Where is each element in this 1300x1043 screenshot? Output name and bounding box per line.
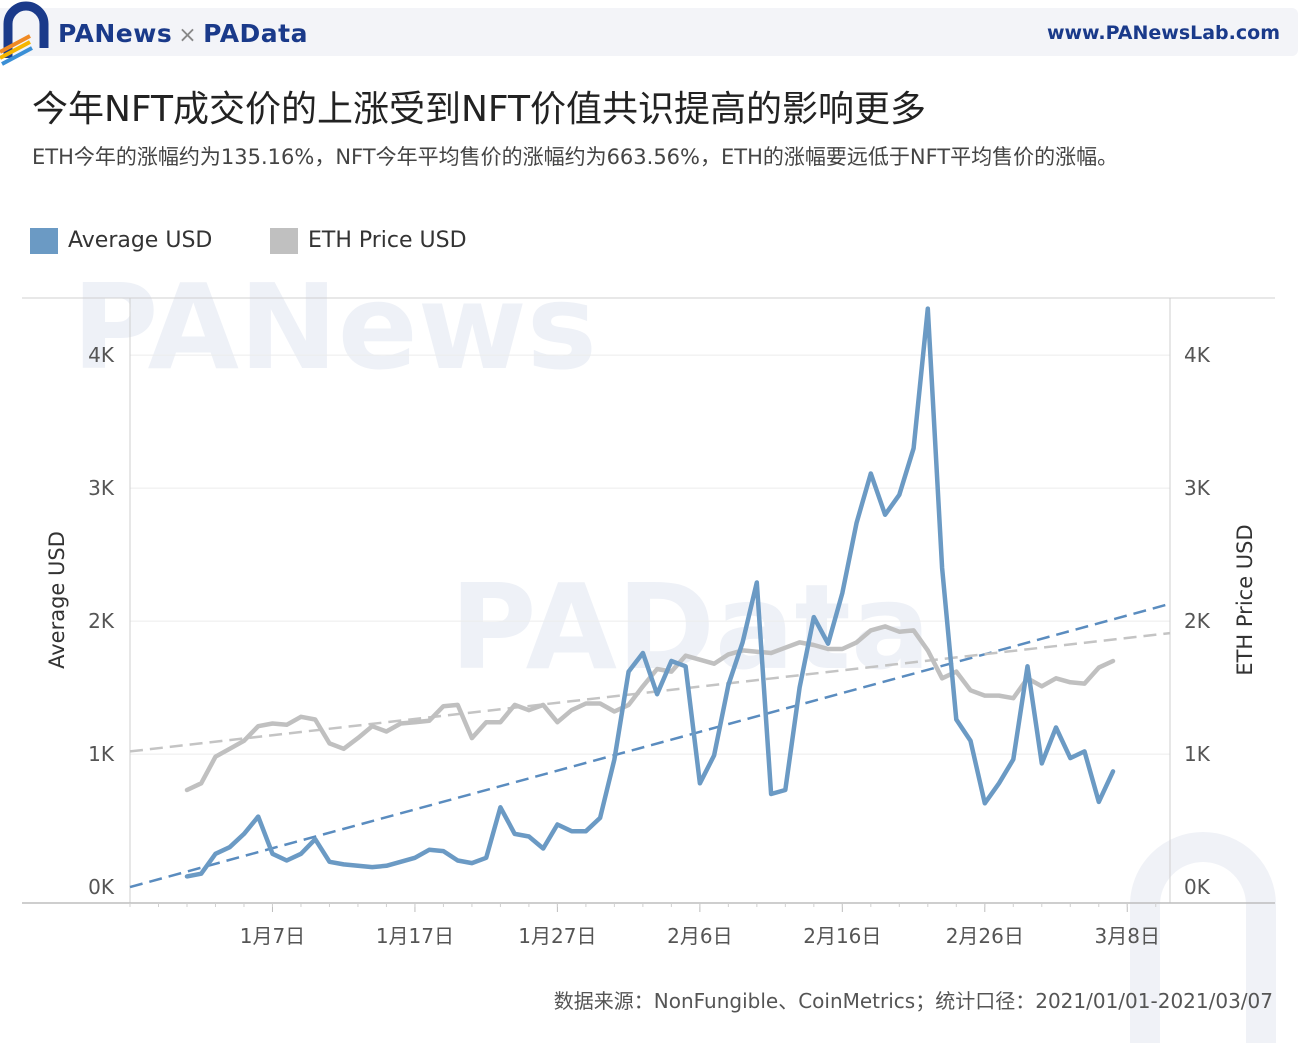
brand-title: PANews × PAData	[58, 19, 308, 48]
y-tick-right-4: 4K	[1184, 343, 1211, 367]
x-tick-label-4: 2月16日	[803, 924, 881, 948]
source-note: 数据来源：NonFungible、CoinMetrics；统计口径：2021/0…	[553, 989, 1273, 1013]
plot-frame	[22, 297, 1275, 904]
y-tick-left-3: 3K	[88, 476, 115, 500]
grid	[130, 354, 1170, 755]
y-tick-left-1: 1K	[88, 742, 115, 766]
y-axis-title-right: ETH Price USD	[1233, 524, 1257, 675]
brand-right: PAData	[203, 19, 308, 48]
legend-label-eth-price: ETH Price USD	[308, 228, 467, 253]
x-tick-label-1: 1月17日	[376, 924, 454, 948]
y-axis-title-left: Average USD	[45, 531, 69, 669]
watermarks: PANews PAData	[72, 258, 1276, 1043]
y-tick-left-2: 2K	[88, 609, 115, 633]
x-tick-label-0: 1月7日	[240, 924, 305, 948]
series-line-average-usd	[184, 306, 1116, 879]
panews-logo-icon	[0, 1, 49, 66]
watermark-logo-icon	[1130, 832, 1276, 1043]
y-tick-right-2: 2K	[1184, 609, 1211, 633]
legend-swatch-average-usd	[30, 228, 58, 254]
y-tick-right-3: 3K	[1184, 476, 1211, 500]
x-tick-label-6: 3月8日	[1095, 924, 1160, 948]
legend-label-average-usd: Average USD	[68, 228, 213, 253]
brand-separator: ×	[178, 23, 198, 48]
y-tick-right-1: 1K	[1184, 742, 1211, 766]
y-tick-labels: 0K 0K 1K 1K 2K 2K 3K 3K 4K 4K	[88, 343, 1211, 899]
x-tick-labels: 1月7日 1月17日 1月27日 2月6日 2月16日 2月26日 3月8日	[129, 903, 1160, 948]
watermark-padata: PAData	[450, 558, 931, 696]
x-tick-label-2: 1月27日	[518, 924, 596, 948]
trendline-1	[129, 631, 1171, 753]
x-tick-label-5: 2月26日	[946, 924, 1024, 948]
trendlines	[129, 602, 1171, 889]
legend-swatch-eth-price	[270, 228, 298, 254]
series-lines	[184, 306, 1116, 879]
page-title: 今年NFT成交价的上涨受到NFT价值共识提高的影响更多	[32, 89, 926, 130]
site-url-link[interactable]: www.PANewsLab.com	[1046, 22, 1280, 44]
brand-left: PANews	[58, 19, 173, 48]
y-tick-left-0: 0K	[88, 875, 115, 899]
header-bar	[0, 8, 1298, 56]
x-tick-label-3: 2月6日	[667, 924, 732, 948]
page-subtitle: ETH今年的涨幅约为135.16%，NFT今年平均售价的涨幅约为663.56%，…	[32, 145, 1119, 169]
watermark-panews: PANews	[72, 258, 597, 396]
y-tick-right-0: 0K	[1184, 875, 1211, 899]
y-tick-left-4: 4K	[88, 343, 115, 367]
